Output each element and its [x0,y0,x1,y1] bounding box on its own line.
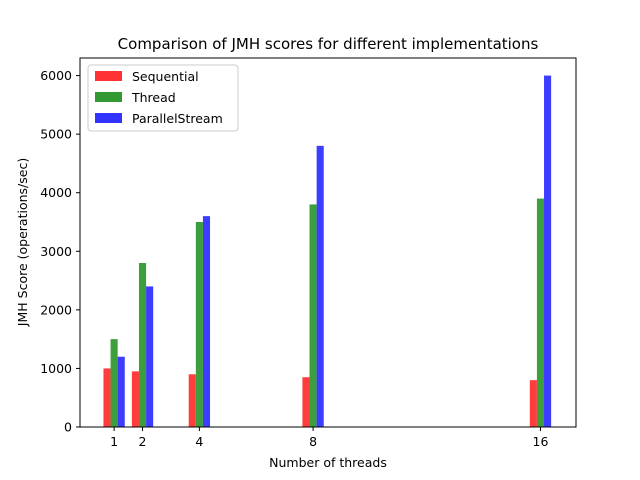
bar-sequential-16 [529,380,537,427]
x-tick-label: 16 [533,434,549,449]
y-tick-label: 4000 [40,185,72,200]
legend-frame [87,64,239,132]
bar-parallelstream-16 [544,75,552,428]
legend-swatch-thread [95,92,122,102]
x-tick-label: 4 [195,434,203,449]
y-tick-label: 1000 [40,361,72,376]
bar-sequential-2 [131,371,139,427]
legend-swatch-sequential [95,71,122,81]
x-tick-label: 2 [139,434,147,449]
legend-label-parallelstream: ParallelStream [132,111,223,126]
bar-thread-16 [536,198,545,427]
legend-label-sequential: Sequential [132,69,199,84]
bar-sequential-1 [103,368,111,427]
x-axis-ticks: 1 2 4 8 16 [110,427,548,449]
bar-sequential-4 [188,374,196,427]
bar-parallelstream-2 [146,286,154,427]
y-tick-label: 6000 [40,68,72,83]
bar-thread-1 [110,339,118,427]
y-tick-label: 2000 [40,302,72,317]
x-tick-label: 8 [309,434,317,449]
legend-swatch-parallelstream [95,113,122,123]
bar-parallelstream-4 [202,216,211,427]
bar-parallelstream-1 [117,356,125,427]
x-axis-label: Number of threads [269,455,387,470]
axes-frame [79,57,577,428]
bar-sequential-8 [302,377,310,427]
y-tick-label: 3000 [40,244,72,259]
y-tick-label: 0 [64,420,72,435]
y-axis-ticks: 0 1000 2000 3000 4000 5000 6000 [40,68,80,435]
x-tick-label: 1 [110,434,118,449]
bars-layer [103,75,552,428]
bar-thread-8 [309,204,317,427]
bar-thread-2 [138,263,147,427]
bar-parallelstream-8 [316,145,324,427]
legend-label-thread: Thread [131,90,176,105]
bar-thread-4 [195,222,203,427]
legend: Sequential Thread ParallelStream [87,64,239,132]
y-tick-label: 5000 [40,127,72,142]
y-axis-label: JMH Score (operations/sec) [15,158,30,327]
chart-title: Comparison of JMH scores for different i… [118,35,539,53]
